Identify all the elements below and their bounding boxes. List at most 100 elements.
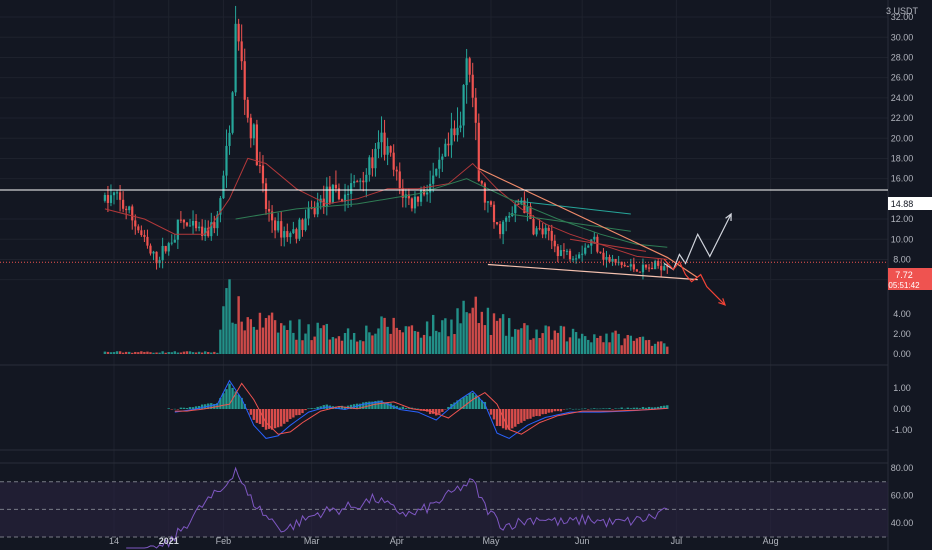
candle-body [255, 124, 258, 166]
volume-bar [462, 300, 465, 354]
candle-body [109, 195, 113, 203]
candle-body [626, 266, 629, 268]
candle-body [410, 198, 414, 209]
time-tick-label: Jul [671, 536, 683, 546]
price-tick-label: 10.00 [891, 234, 914, 244]
volume-bar [447, 336, 450, 354]
macd-histogram-bar [170, 409, 173, 410]
macd-histogram-bar [517, 409, 520, 425]
volume-bar [258, 312, 262, 354]
volume-bar [508, 318, 511, 354]
candle-body [581, 253, 584, 255]
candle-body [614, 258, 617, 263]
macd-histogram-bar [553, 409, 556, 412]
price-tick-label: 24.00 [891, 93, 914, 103]
volume-bar [626, 334, 629, 354]
macd-histogram-bar [286, 409, 289, 422]
volume-bar [243, 330, 246, 354]
candle-body [289, 233, 292, 238]
macd-histogram-bar [295, 409, 298, 416]
candle-body [270, 211, 274, 221]
candle-body [346, 193, 350, 195]
macd-histogram-bar [435, 409, 438, 416]
projection-bearish-arrowhead [718, 298, 727, 306]
candle-body [660, 265, 663, 271]
volume-bar [635, 338, 639, 354]
volume-bar [608, 342, 611, 354]
macd-histogram-bar [663, 405, 666, 409]
volume-bar [219, 329, 222, 354]
projected-ma-1 [509, 213, 631, 232]
candle-body [413, 196, 417, 209]
volume-bar [428, 336, 432, 354]
countdown-label: 05:51:42 [888, 281, 920, 290]
macd-histogram-bar [565, 408, 569, 410]
macd-histogram-bar [416, 408, 420, 410]
candle-body [556, 246, 559, 257]
volume-bar [380, 316, 383, 354]
macd-histogram-bar [587, 409, 590, 410]
candle-body [416, 196, 420, 202]
volume-bar [523, 323, 526, 354]
candle-body [602, 252, 605, 260]
candle-body [562, 250, 566, 252]
trendline-upper [478, 167, 699, 279]
candle-body [407, 194, 410, 199]
macd-histogram-bar [556, 409, 560, 412]
volume-bar [526, 325, 529, 354]
volume-bar [425, 321, 429, 354]
volume-bar [386, 326, 389, 354]
volume-bar [213, 351, 216, 354]
volume-bar [270, 312, 274, 354]
volume-bar [404, 326, 408, 354]
macd-histogram-bar [529, 409, 532, 419]
rsi-tick-label: 80.00 [891, 463, 914, 473]
volume-bar [666, 346, 669, 354]
candle-body [295, 229, 298, 239]
candle-body [526, 206, 529, 214]
macd-histogram-bar [666, 405, 669, 409]
macd-histogram-bar [319, 406, 322, 409]
macd-histogram-bar [176, 409, 180, 410]
candle-body [280, 221, 283, 238]
time-axis: 14 2021 Feb Mar Apr May Jun Jul Aug [109, 536, 779, 546]
volume-bar [307, 324, 310, 354]
candle-body [134, 220, 137, 227]
macd-histogram-bar [258, 409, 262, 425]
candle-body [502, 221, 505, 235]
volume-bar [593, 334, 596, 354]
candle-body [210, 222, 213, 237]
volume-bar [191, 352, 195, 354]
projection-bullish-arrowhead [725, 212, 732, 222]
volume-bar [283, 325, 286, 354]
volume-bar [453, 334, 456, 354]
rsi-band [0, 481, 888, 538]
macd-histogram-bar [194, 406, 198, 409]
volume-bar [228, 279, 231, 354]
candle-body [137, 226, 140, 231]
candle-body [568, 250, 572, 260]
candle-body [486, 201, 490, 203]
macd-histogram-bar [398, 407, 401, 409]
volume-bar [124, 351, 128, 354]
time-tick-label: Mar [304, 536, 320, 546]
volume-bar [389, 333, 392, 354]
candle-body [374, 148, 377, 169]
candle-body [596, 236, 599, 252]
macd-histogram-bar [283, 409, 286, 424]
volume-bar [143, 351, 146, 354]
candle-body [644, 264, 648, 268]
candle-body [343, 194, 347, 202]
price-tick-label: 20.00 [891, 133, 914, 143]
candle-body [316, 202, 319, 215]
candle-body [201, 226, 204, 236]
candle-body [185, 222, 189, 226]
macd-histogram-bar [444, 409, 447, 410]
volume-bar [401, 332, 404, 354]
candle-body [106, 195, 110, 203]
candle-body [377, 142, 380, 149]
volume-bars [103, 279, 669, 354]
candle-body [529, 206, 532, 220]
macd-histogram-bar [580, 408, 584, 410]
